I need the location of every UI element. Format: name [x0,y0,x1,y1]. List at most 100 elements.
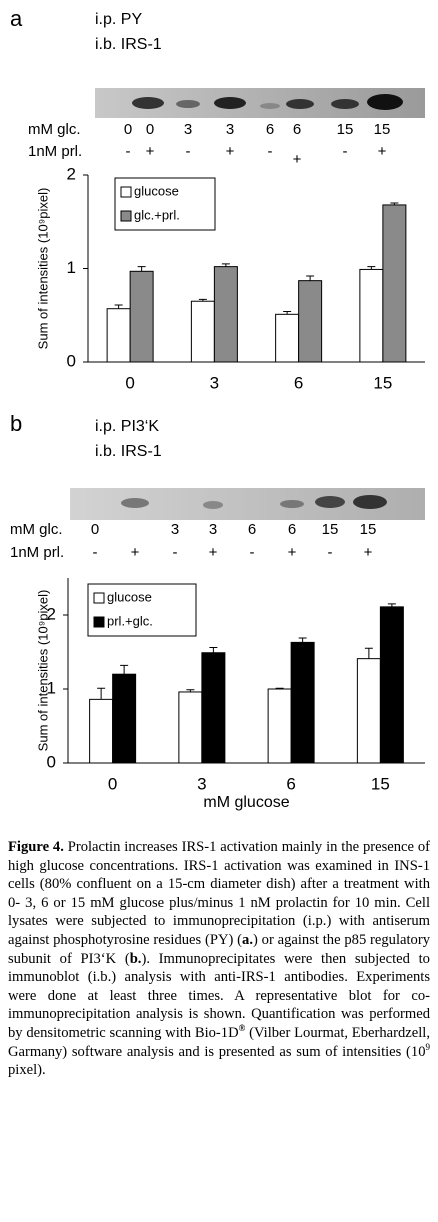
glc-value: 3 [171,521,179,538]
y-axis-label: Sum of intensities (10⁹pixel) [35,590,50,752]
legend-label: glucose [107,589,152,604]
x-tick-label: 15 [373,373,392,392]
bar [106,308,131,363]
bar [178,691,203,764]
error-bar [275,687,284,689]
caption-label: Figure 4. [8,839,64,855]
prl-value: - [126,143,131,160]
legend-label: glucose [134,183,179,198]
prl-value: - [328,544,333,561]
prl-value: + [226,143,235,160]
error-bar [97,687,106,700]
prl-label: 1nM prl. [28,143,82,160]
bar [382,204,407,363]
prl-value: - [93,544,98,561]
bar [359,268,384,363]
error-bar [283,311,292,315]
y-tick-label: 1 [47,678,56,697]
error-bar [137,266,146,272]
error-bar [298,637,307,643]
x-tick-label: 0 [125,373,134,392]
x-tick-label: 0 [108,774,117,793]
error-bar [221,263,230,267]
legend-box [114,177,216,231]
error-bar [114,304,123,309]
bar [356,658,381,764]
prl-label: 1nM prl. [10,544,64,561]
prl-value: - [173,544,178,561]
y-axis-label: Sum of intensities (10⁹pixel) [35,188,50,350]
bar [267,688,292,764]
bar [213,266,238,363]
legend-label: glc.+prl. [134,207,180,222]
ip-label: i.p. PY [95,11,142,28]
ip-label: i.p. PI3‘K [95,418,159,435]
ib-label: i.b. IRS-1 [95,36,162,53]
bar [89,698,114,764]
prl-value: + [364,544,373,561]
error-bar [120,664,129,675]
legend-label: prl.+glc. [107,613,153,628]
bar [129,270,154,363]
bar [290,641,315,764]
caption-text: Prolactin increases IRS-1 activation mai… [8,839,430,948]
blot-b [70,488,425,520]
prl-value: + [288,544,297,561]
prl-value: + [378,143,387,160]
prl-value: + [146,143,155,160]
error-bar [364,647,373,659]
caption-text: pixel). [8,1062,46,1079]
glc-label: mM glc. [28,121,81,138]
glc-value: 3 [226,121,234,138]
x-axis-label: mM glucose [203,794,289,811]
blot-a [95,88,425,118]
x-tick-label: 3 [210,373,219,392]
x-tick-label: 6 [286,774,295,793]
bar [190,300,215,363]
glc-value: 15 [337,121,354,138]
y-tick-label: 0 [47,752,56,771]
prl-value: - [343,143,348,160]
caption: Figure 4. Prolactin increases IRS-1 acti… [8,838,430,1080]
y-tick-label: 0 [67,351,76,370]
prl-value: - [250,544,255,561]
prl-value: + [131,544,140,561]
y-tick-label: 1 [67,258,76,277]
glc-value: 0 [91,521,99,538]
error-bar [387,603,396,607]
error-bar [390,202,399,205]
glc-label: mM glc. [10,521,63,538]
glc-value: 15 [374,121,391,138]
caption-sup: ® [238,1023,246,1034]
prl-value: + [293,151,302,168]
legend-swatch [120,210,132,222]
glc-value: 6 [266,121,274,138]
prl-value: - [268,143,273,160]
prl-value: + [209,544,218,561]
bar [275,313,300,363]
y-tick-label: 2 [67,164,76,183]
error-bar [209,647,218,653]
caption-text: ). Immunoprecipitates were then subjecte… [8,950,430,1041]
prl-value: - [186,143,191,160]
glc-value: 3 [184,121,192,138]
glc-value: 0 [146,121,154,138]
legend-swatch [93,592,105,604]
x-tick-label: 6 [294,373,303,392]
bar [298,280,323,363]
glc-value: 6 [293,121,301,138]
legend-swatch [93,616,105,628]
x-tick-label: 15 [371,774,390,793]
error-bar [186,689,195,692]
y-tick-label: 2 [47,604,56,623]
figure: a i.p. PYi.b. IRS-1mM glc.1nM prl.0 0 3 3 6 6 1… [10,6,425,811]
ib-label: i.b. IRS-1 [95,443,162,460]
error-bar [367,266,376,270]
error-bar [198,298,207,302]
caption-text: (Vilber Lourmat, Eberhardzell, Garmany) … [8,1024,430,1060]
caption-sup: 9 [425,1041,431,1052]
glc-value: 6 [288,521,296,538]
bar [201,652,226,764]
glc-value: 6 [248,521,256,538]
